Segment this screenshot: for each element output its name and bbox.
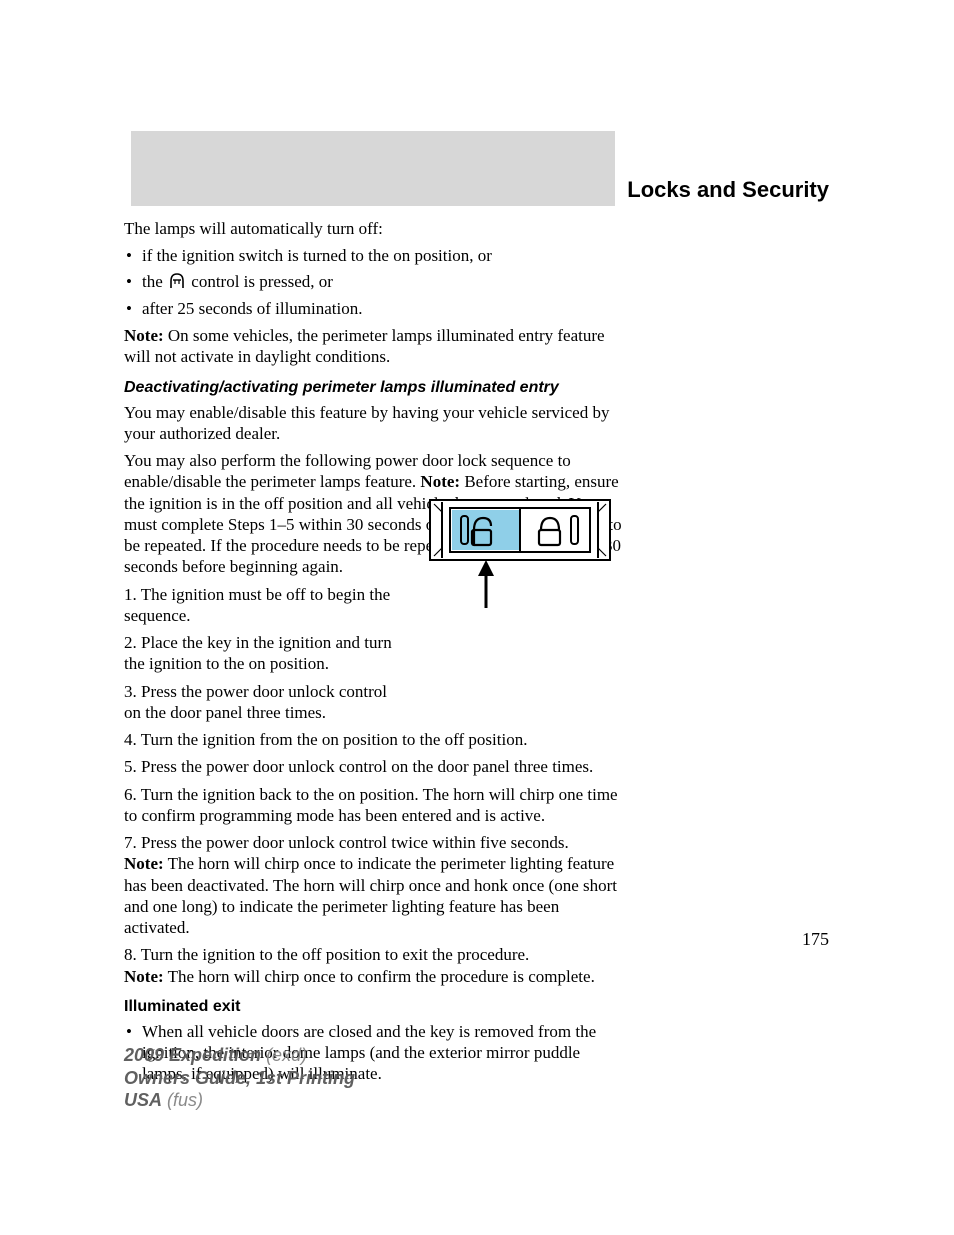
page-title: Locks and Security [627, 176, 829, 204]
bullet-marker: • [126, 298, 132, 319]
bullet-item: • after 25 seconds of illumination. [124, 298, 624, 319]
step7-b: The horn will chirp once to indicate the… [124, 854, 617, 937]
footer-line1: 2009 Expedition (exd) [124, 1044, 355, 1067]
step8-b: The horn will chirp once to confirm the … [164, 967, 595, 986]
footer-line2: Owners Guide, 1st Printing [124, 1067, 355, 1090]
footer-code1: (exd) [261, 1045, 307, 1065]
step-text: 4. Turn the ignition from the on positio… [124, 729, 624, 750]
step7-a: 7. Press the power door unlock control t… [124, 833, 569, 852]
lamps-bullets: • if the ignition switch is turned to th… [124, 245, 624, 319]
lamp-icon [167, 271, 187, 294]
note-label: Note: [124, 967, 164, 986]
note-label: Note: [124, 326, 164, 345]
step-text: 5. Press the power door unlock control o… [124, 756, 624, 777]
bullet-marker: • [126, 271, 132, 292]
intro-text: The lamps will automatically turn off: [124, 218, 624, 239]
note-paragraph: Note: On some vehicles, the perimeter la… [124, 325, 624, 368]
step-text: 2. Place the key in the ignition and tur… [124, 632, 404, 675]
bullet-text: control is pressed, or [191, 272, 333, 291]
footer-block: 2009 Expedition (exd) Owners Guide, 1st … [124, 1044, 355, 1112]
step7-paragraph: 7. Press the power door unlock control t… [124, 832, 624, 938]
section-heading-deactivating: Deactivating/activating perimeter lamps … [124, 378, 624, 398]
note-label: Note: [420, 472, 460, 491]
footer-region: USA [124, 1090, 162, 1110]
bullet-marker: • [126, 1021, 132, 1042]
header-band [131, 131, 615, 206]
bullet-text: after 25 seconds of illumination. [142, 299, 362, 318]
section-a-p1: You may enable/disable this feature by h… [124, 402, 624, 445]
bullet-text: the [142, 272, 163, 291]
note-text: On some vehicles, the perimeter lamps il… [124, 326, 605, 366]
footer-code2: (fus) [162, 1090, 203, 1110]
step-text: 1. The ignition must be off to begin the… [124, 584, 404, 627]
step8-paragraph: 8. Turn the ignition to the off position… [124, 944, 624, 987]
step-text: 3. Press the power door unlock control o… [124, 681, 404, 724]
content-column: The lamps will automatically turn off: •… [124, 218, 624, 1091]
footer-model: 2009 Expedition [124, 1045, 261, 1065]
section-heading-illuminated-exit: Illuminated exit [124, 997, 624, 1017]
page-number: 175 [802, 928, 829, 951]
bullet-marker: • [126, 245, 132, 266]
door-lock-diagram [428, 498, 626, 611]
footer-line3: USA (fus) [124, 1089, 355, 1112]
step-text: 6. Turn the ignition back to the on posi… [124, 784, 624, 827]
note-label: Note: [124, 854, 164, 873]
bullet-text: if the ignition switch is turned to the … [142, 246, 492, 265]
step8-a: 8. Turn the ignition to the off position… [124, 945, 529, 964]
bullet-item: • the control is pressed, or [124, 271, 624, 294]
bullet-item: • if the ignition switch is turned to th… [124, 245, 624, 266]
